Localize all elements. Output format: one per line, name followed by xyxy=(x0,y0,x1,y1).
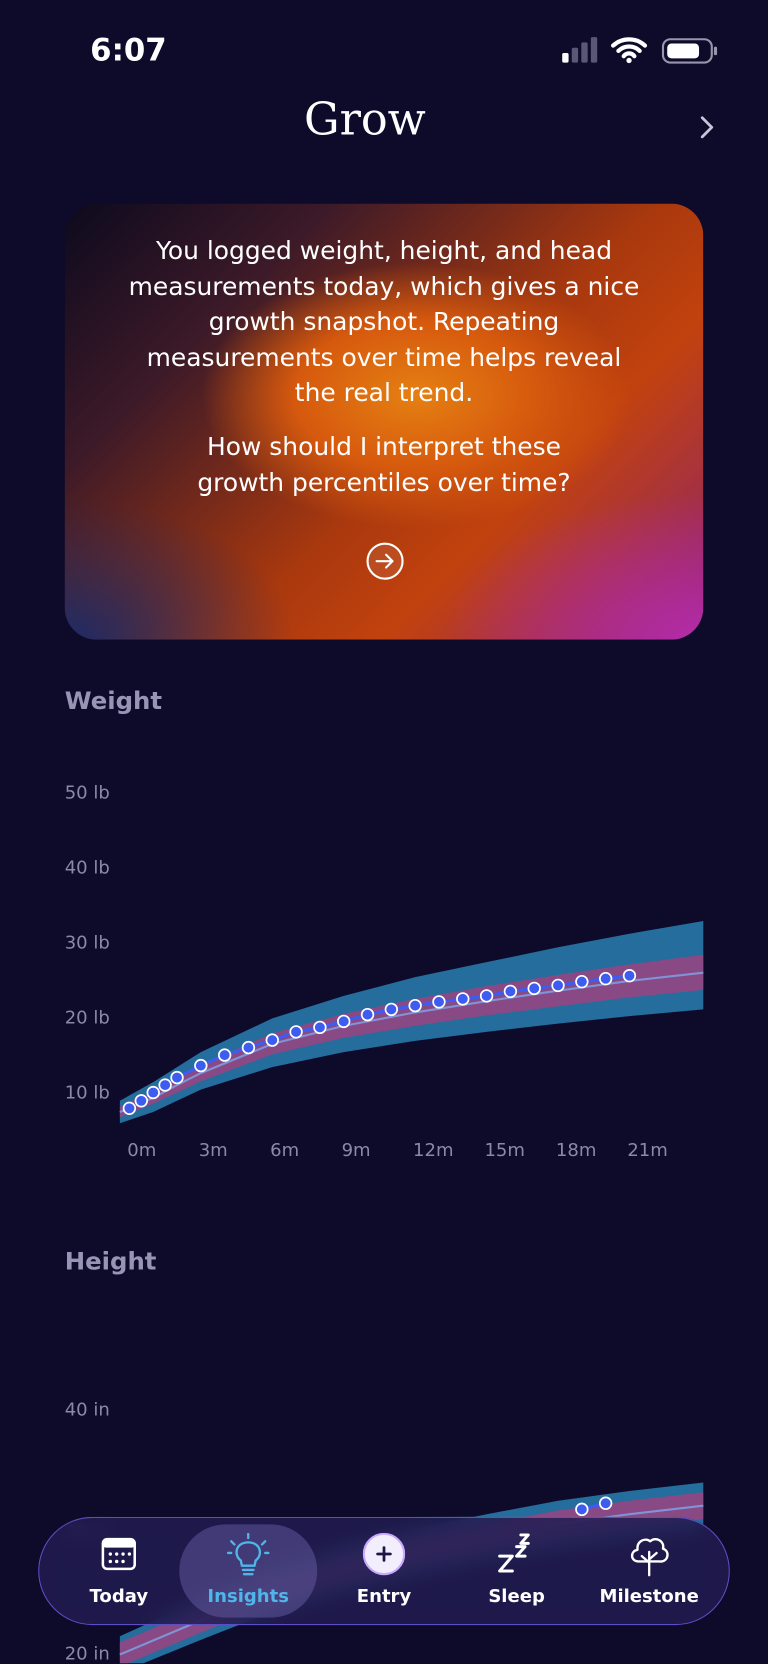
tab-sleep[interactable]: Sleep xyxy=(448,1524,586,1617)
tab-label: Milestone xyxy=(599,1585,699,1608)
measurement-point xyxy=(479,989,494,1003)
tab-milestone[interactable]: Milestone xyxy=(580,1524,718,1617)
measurement-point xyxy=(337,1014,351,1029)
tab-bar: Today Insights Entry Sleep xyxy=(38,1516,730,1626)
x-tick-label: 18m xyxy=(556,1140,596,1161)
measurement-point xyxy=(170,1070,184,1085)
y-tick-label: 40 in xyxy=(65,1400,110,1421)
percentile-band xyxy=(119,954,704,1118)
insight-card: You logged weight, height, and head meas… xyxy=(64,203,704,640)
measurement-point xyxy=(194,1058,208,1073)
tab-insights[interactable]: Insights xyxy=(179,1524,318,1618)
x-tick-label: 9m xyxy=(342,1140,371,1161)
next-button[interactable] xyxy=(694,112,719,142)
x-tick-label: 0m xyxy=(127,1140,156,1161)
measurement-point xyxy=(456,992,470,1006)
x-tick-label: 15m xyxy=(484,1140,524,1161)
measurement-point xyxy=(146,1085,160,1100)
measurement-point xyxy=(598,1496,613,1510)
measurement-point xyxy=(575,974,589,989)
measurement-point xyxy=(158,1078,172,1092)
measurement-point xyxy=(217,1048,232,1062)
icon-sleep xyxy=(498,1533,530,1573)
insight-summary: You logged weight, height, and head meas… xyxy=(128,235,640,408)
tab-today[interactable]: Today xyxy=(50,1524,188,1617)
measurement-point xyxy=(265,1033,279,1047)
measurement-point xyxy=(527,981,541,996)
y-tick-label: 20 lb xyxy=(65,1007,110,1028)
tab-label: Entry xyxy=(356,1585,412,1608)
measurement-point xyxy=(432,995,446,1009)
x-tick-label: 21m xyxy=(627,1140,667,1161)
measurement-point xyxy=(575,1502,589,1517)
tab-label: Sleep xyxy=(488,1585,545,1608)
x-tick-label: 6m xyxy=(270,1140,299,1161)
y-tick-label: 50 lb xyxy=(65,783,110,804)
icon-calendar xyxy=(101,1537,136,1571)
tab-entry[interactable]: Entry xyxy=(315,1524,453,1617)
status-time: 6:07 xyxy=(90,31,167,68)
insight-question[interactable]: How should I interpret these growth perc… xyxy=(197,431,571,498)
icon-bulb xyxy=(227,1532,270,1576)
measurement-point xyxy=(384,1002,399,1017)
x-tick-label: 12m xyxy=(413,1140,453,1161)
measurement-point xyxy=(313,1020,327,1035)
measurement-point xyxy=(289,1025,303,1039)
icon-plus xyxy=(362,1532,406,1576)
y-tick-label: 40 lb xyxy=(65,858,110,879)
measurement-point xyxy=(622,968,637,983)
measurement-point xyxy=(598,971,613,986)
icon-tree xyxy=(630,1538,669,1577)
y-tick-label: 20 in xyxy=(65,1644,110,1664)
y-tick-label: 30 lb xyxy=(65,932,110,953)
chart-title: Height xyxy=(65,1246,157,1275)
measurement-point xyxy=(360,1007,375,1022)
chart-title: Weight xyxy=(65,686,163,715)
tab-label: Insights xyxy=(207,1585,289,1608)
ask-button[interactable] xyxy=(365,541,405,581)
measurement-point xyxy=(503,984,518,999)
measurement-point xyxy=(551,978,565,993)
status-icons xyxy=(562,37,718,64)
x-tick-label: 3m xyxy=(199,1140,228,1161)
measurement-point xyxy=(241,1040,256,1055)
measurement-point xyxy=(122,1101,137,1115)
measurement-point xyxy=(408,998,422,1013)
measurement-point xyxy=(134,1094,148,1108)
tab-label: Today xyxy=(89,1585,149,1608)
y-tick-label: 10 lb xyxy=(65,1082,110,1103)
page-title: Grow xyxy=(303,93,426,146)
